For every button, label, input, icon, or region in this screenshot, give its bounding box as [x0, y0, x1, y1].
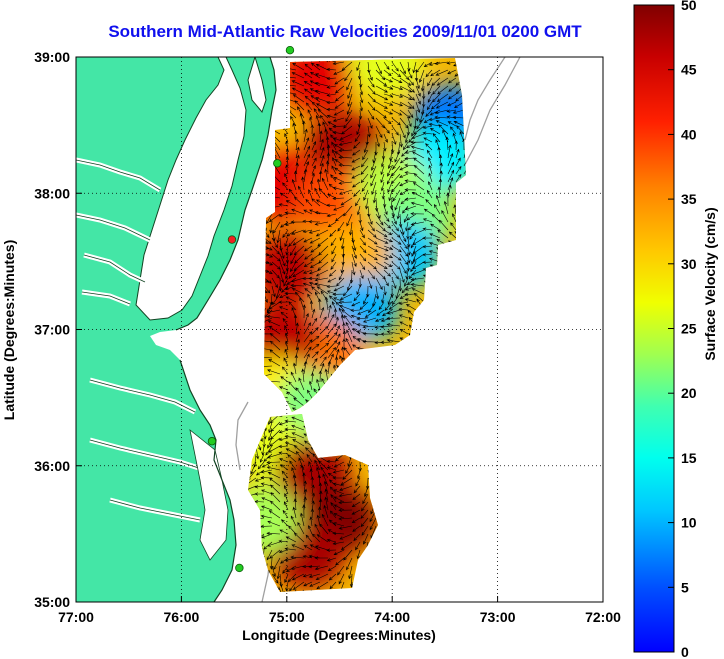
- map-title: Southern Mid-Atlantic Raw Velocities 200…: [108, 22, 582, 41]
- colorbar-tick-label: 30: [681, 256, 697, 272]
- velocity-cell: [248, 234, 325, 303]
- colorbar-tick-label: 5: [681, 579, 689, 595]
- coastline: [175, 57, 277, 602]
- colorbar-tick-label: 35: [681, 191, 697, 207]
- y-tick-label: 36:00: [34, 458, 70, 474]
- x-axis-label: Longitude (Degrees:Minutes): [242, 627, 436, 643]
- station-1-marker: [285, 45, 295, 55]
- x-tick-label: 75:00: [269, 609, 305, 625]
- colorbar-tick-label: 15: [681, 450, 697, 466]
- delaware-bay: [247, 57, 267, 114]
- x-tick-label: 76:00: [163, 609, 199, 625]
- colorbar-tick-label: 0: [681, 644, 689, 659]
- grid-lines: [76, 57, 603, 602]
- chesapeake-bay: [135, 57, 247, 321]
- colorbar-label: Surface Velocity (cm/s): [702, 207, 718, 360]
- colorbar-tick-label: 20: [681, 385, 697, 401]
- colorbar-tick-label: 10: [681, 515, 697, 531]
- y-tick-label: 35:00: [34, 594, 70, 610]
- colorbar-tick-label: 50: [681, 0, 697, 13]
- y-tick-label: 38:00: [34, 185, 70, 201]
- pamlico-sound: [189, 429, 229, 561]
- y-axis-label: Latitude (Degrees:Minutes): [1, 240, 17, 420]
- colorbar: [633, 4, 675, 653]
- x-tick-label: 73:00: [480, 609, 516, 625]
- y-tick-label: 39:00: [34, 49, 70, 65]
- station-5-marker: [235, 563, 244, 573]
- colorbar-tick-label: 40: [681, 126, 697, 142]
- station-3-marker: [227, 235, 237, 244]
- velocity-cell: [348, 58, 425, 98]
- x-tick-label: 74:00: [374, 609, 410, 625]
- station-4-marker: [207, 437, 217, 446]
- y-tick-label: 37:00: [34, 322, 70, 338]
- station-2-marker: [273, 159, 282, 168]
- river-outlines: [76, 159, 206, 521]
- x-tick-label: 72:00: [585, 609, 621, 625]
- colorbar-tick-label: 25: [681, 321, 697, 337]
- velocity-cell: [296, 166, 373, 235]
- x-tick-label: 77:00: [58, 609, 94, 625]
- colorbar-tick-label: 45: [681, 62, 697, 78]
